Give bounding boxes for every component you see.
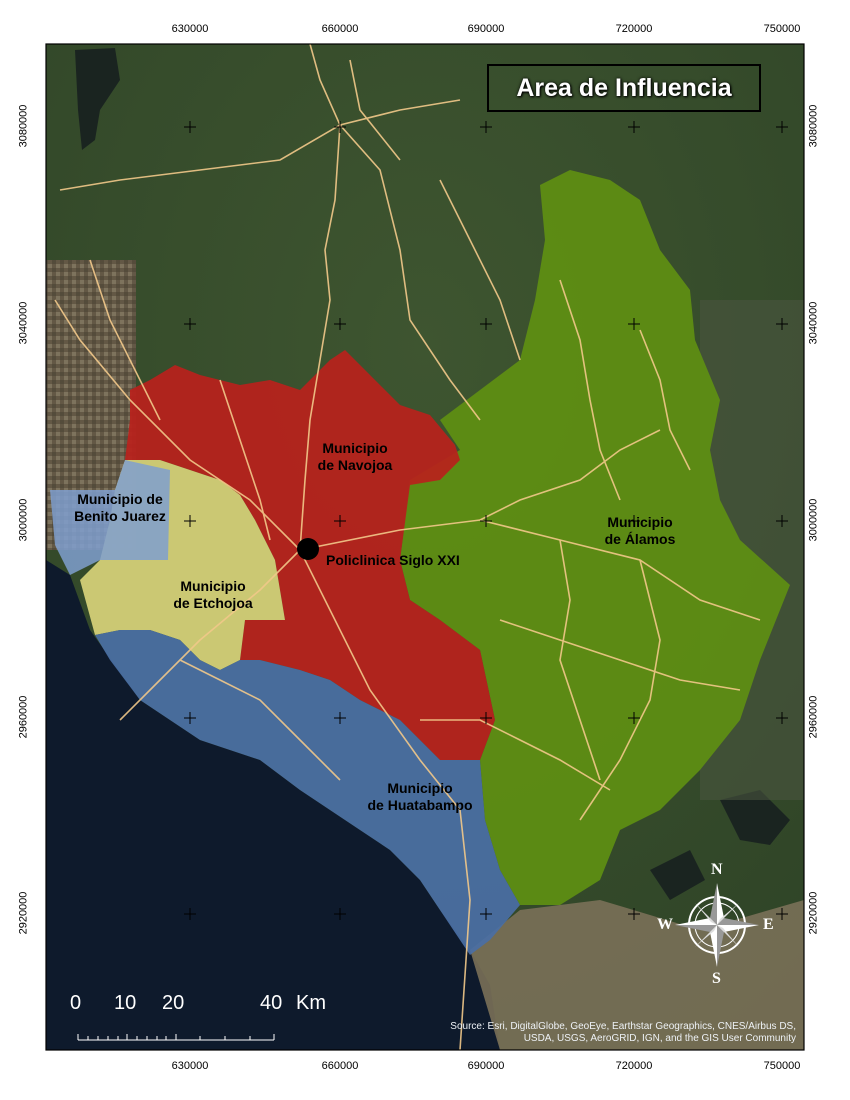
y-tick-right-4: 2960000 (807, 695, 820, 739)
road-network (54, 44, 761, 1050)
y-tick-right-5: 2920000 (807, 891, 820, 935)
x-tick-bottom-3: 690000 (467, 1060, 505, 1072)
x-tick-bottom-2: 660000 (321, 1060, 359, 1072)
reservoir-se2 (650, 850, 705, 900)
label-policlinica: Policlinica Siglo XXI (326, 552, 460, 568)
x-tick-bottom-4: 720000 (615, 1060, 653, 1072)
compass-rose-icon (675, 883, 759, 967)
label-navojoa-line1: Municipio (322, 440, 388, 456)
compass-s: S (712, 970, 721, 987)
x-tick-top-5: 750000 (763, 23, 801, 35)
y-tick-left-2: 3040000 (17, 301, 30, 345)
label-huatabampo-line1: Municipio (387, 780, 453, 796)
label-etchojoa: Municipio de Etchojoa (158, 578, 268, 612)
policlinica-marker[interactable] (297, 538, 319, 560)
reservoir-nw (75, 48, 120, 150)
scale-label-20: 20 (162, 992, 185, 1014)
region-benito-juarez[interactable] (50, 460, 170, 575)
scale-label-unit: Km (296, 992, 326, 1014)
label-benito-juarez: Municipio de Benito Juarez (60, 491, 180, 525)
x-tick-top-1: 630000 (171, 23, 209, 35)
y-tick-left-5: 2920000 (17, 891, 30, 935)
region-huatabampo[interactable] (95, 630, 520, 955)
label-etchojoa-line2: de Etchojoa (173, 595, 253, 611)
y-tick-right-3: 3000000 (807, 498, 820, 542)
x-tick-top-2: 660000 (321, 23, 359, 35)
region-alamos[interactable] (400, 170, 790, 905)
scale-bar (77, 1034, 275, 1041)
label-huatabampo-line2: de Huatabampo (367, 797, 473, 813)
label-huatabampo: Municipio de Huatabampo (355, 780, 485, 814)
scale-label-10: 10 (114, 992, 137, 1014)
map-border (45, 43, 805, 1051)
label-alamos-line2: de Álamos (604, 531, 676, 547)
label-benito-juarez-line2: Benito Juarez (74, 508, 166, 524)
y-tick-left-1: 3080000 (17, 104, 30, 148)
x-tick-top-3: 690000 (467, 23, 505, 35)
reservoir-se (720, 790, 790, 845)
attribution-text: Source: Esri, DigitalGlobe, GeoEye, Eart… (450, 1021, 796, 1044)
compass-e: E (763, 916, 774, 933)
x-tick-bottom-1: 630000 (171, 1060, 209, 1072)
scale-label-40: 40 (260, 992, 283, 1014)
compass-n: N (711, 861, 723, 878)
y-tick-left-4: 2960000 (17, 695, 30, 739)
label-alamos: Municipio de Álamos (585, 514, 695, 548)
label-etchojoa-line1: Municipio (180, 578, 246, 594)
label-alamos-line1: Municipio (607, 514, 673, 530)
map-title-box: Area de Influencia (487, 64, 761, 112)
x-tick-bottom-5: 750000 (763, 1060, 801, 1072)
x-tick-top-4: 720000 (615, 23, 653, 35)
scale-label-0: 0 (70, 992, 82, 1014)
y-tick-left-3: 3000000 (17, 498, 30, 542)
grid-crosses (184, 121, 788, 920)
sea (46, 560, 500, 1050)
compass-w: W (657, 916, 673, 933)
y-tick-right-2: 3040000 (807, 301, 820, 345)
y-tick-right-1: 3080000 (807, 104, 820, 148)
label-navojoa-line2: de Navojoa (317, 457, 393, 473)
label-benito-juarez-line1: Municipio de (77, 491, 163, 507)
map-area[interactable] (46, 44, 804, 1050)
label-navojoa: Municipio de Navojoa (300, 440, 410, 474)
map-title: Area de Influencia (516, 73, 732, 102)
